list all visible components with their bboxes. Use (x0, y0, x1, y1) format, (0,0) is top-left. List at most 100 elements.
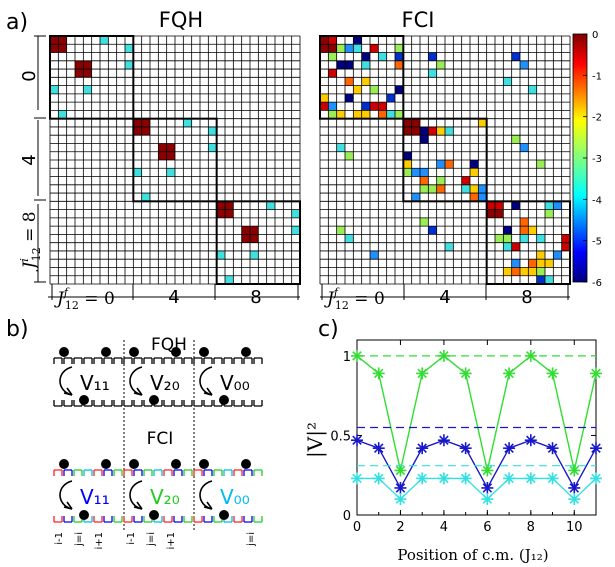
matrix-cell (411, 193, 420, 202)
matrix-cell (495, 234, 504, 243)
site-index-label: j=i (74, 532, 85, 547)
matrix-cell (345, 60, 354, 70)
fqh-v-label: V₁₁ (80, 371, 110, 395)
matrix-cell (141, 118, 150, 127)
matrix-cell (428, 52, 437, 61)
matrix-cell (511, 267, 520, 276)
lattice-bond (213, 469, 223, 476)
matrix-cell (536, 259, 545, 268)
hop-arrow (129, 480, 143, 510)
matrix-cell (291, 226, 300, 235)
lattice-bond (53, 357, 63, 364)
matrix-cell (50, 44, 59, 53)
lattice-bond (93, 469, 103, 476)
matrix-cell (58, 110, 67, 119)
matrix-cell (420, 135, 429, 144)
matrix-cell (536, 160, 545, 169)
particle-dot (101, 459, 111, 469)
series-marker (437, 349, 450, 362)
matrix-cell (125, 60, 134, 70)
lattice-bond (153, 469, 163, 476)
fqh-v-label: V₀₀ (220, 371, 250, 395)
x-tick-label: 2 (396, 520, 404, 535)
matrix-cell (166, 168, 175, 177)
lattice-bond (103, 469, 113, 476)
particle-dot (79, 395, 89, 405)
lattice-bond (133, 400, 143, 407)
series-marker (372, 442, 385, 455)
matrix-cell (495, 201, 504, 210)
lattice-bond (173, 400, 183, 407)
particle-dot (79, 510, 89, 520)
matrix-cell (395, 52, 404, 61)
colorbar-tick-label: 0 (592, 30, 598, 41)
matrix-cell (345, 77, 354, 86)
fci-diagram-title: FCI (147, 429, 174, 449)
lattice-bond (233, 516, 243, 523)
lattice-bond (83, 469, 93, 476)
particle-dot (59, 347, 69, 357)
lattice-bond (83, 357, 93, 364)
lattice-bond (203, 400, 213, 407)
matrix-cell (125, 44, 134, 53)
fqh-col-label-4: 4 (168, 287, 179, 308)
matrix-cell (336, 60, 345, 70)
series-marker (394, 493, 407, 506)
particle-dot (59, 459, 69, 469)
lattice-bond (173, 516, 183, 523)
lattice-bond (53, 469, 63, 476)
matrix-cell (370, 85, 379, 94)
lattice-bond (253, 516, 263, 523)
fci-v-label: V₁₁ (80, 485, 110, 509)
matrix-block (49, 35, 135, 120)
matrix-cell (428, 69, 437, 78)
matrix-cell (320, 102, 329, 111)
matrix-cell (536, 234, 545, 243)
series-marker (416, 367, 429, 380)
lattice-bond (243, 400, 253, 407)
matrix-cell (345, 93, 354, 103)
matrix-cell (445, 126, 454, 136)
series-marker (503, 442, 516, 455)
matrix-cell (216, 201, 225, 210)
lattice-bond (133, 357, 143, 364)
hop-arrow (199, 480, 213, 510)
panel-b-letter: b) (6, 317, 29, 342)
matrix-cell (478, 184, 487, 194)
particle-dot (129, 459, 139, 469)
y-tick-label: 1 (343, 350, 351, 365)
matrix-cell (328, 36, 337, 45)
matrix-cell (133, 118, 142, 127)
particle-dot (199, 347, 209, 357)
series-marker (524, 434, 537, 447)
lattice-bond (133, 469, 143, 476)
lattice-bond (253, 400, 263, 407)
fqh-col-label-8: 8 (250, 287, 261, 308)
series-marker (372, 367, 385, 380)
particle-dot (219, 395, 229, 405)
matrix-cell (395, 44, 404, 53)
hop-arrow (59, 366, 73, 396)
lattice-bond (63, 400, 73, 407)
interaction-diagram: V₁₁ V₂₀ V₀₀ V₁₁ V₂₀ V₀₀ i-1 j=i i+1 i-1 j=i i+1 j=i (53, 347, 263, 550)
lattice-bond (163, 469, 173, 476)
matrix-cell (133, 126, 142, 136)
lattice-bond (103, 516, 113, 523)
matrix-cell (553, 250, 562, 260)
lattice-bond (183, 469, 193, 476)
matrix-cell (361, 52, 370, 61)
row-label-8: Ji12 = 8 (18, 211, 43, 271)
site-index-label: i+1 (166, 532, 177, 550)
matrix-cell (545, 201, 554, 210)
particle-dot (101, 347, 111, 357)
lattice-bond (63, 516, 73, 523)
lattice-bond (173, 469, 183, 476)
matrix-cell (183, 118, 192, 127)
matrix-cell (361, 60, 370, 70)
matrix-cell (520, 143, 529, 152)
matrix-cell (420, 126, 429, 136)
matrix-cell (386, 93, 395, 103)
lattice-bond (53, 400, 63, 407)
x-tick-label: 6 (483, 520, 491, 535)
matrix-cell (58, 44, 67, 53)
